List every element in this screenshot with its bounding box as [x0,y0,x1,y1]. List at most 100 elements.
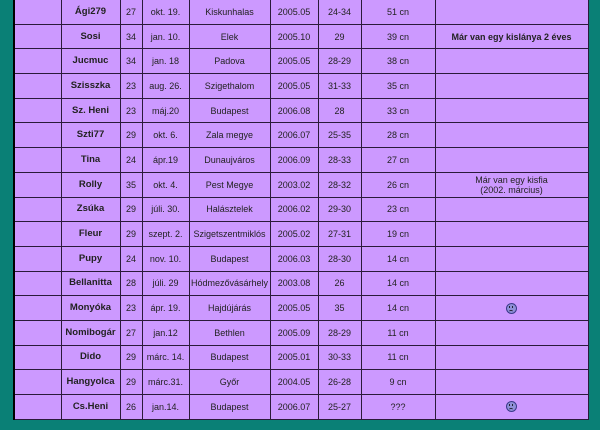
blank-cell [13,122,62,149]
name-cell: Szti77 [60,122,121,149]
count-cell: ??? [360,394,436,420]
cycle-cell: 35 [317,295,362,321]
cycle-cell: 28 [317,97,362,124]
count-cell: 11 cn [360,344,436,371]
count-cell: 11 cn [360,319,436,346]
note-cell [434,270,589,297]
birthday-cell: ápr.19 [141,147,190,173]
city-cell: Budapest [188,394,271,420]
city-cell: Kiskunhalas [188,0,271,25]
birthday-cell: jan. 10. [141,23,190,50]
since-cell: 2005.05 [269,295,319,321]
blank-cell [13,394,62,420]
cycle-cell: 26-28 [317,369,362,395]
note-cell: Már van egy kisfia (2002. március) [434,171,589,198]
birthday-cell: szept. 2. [141,221,190,247]
table-row: Szisszka 23 aug. 26. Szigethalom 2005.05 31-3… [13,73,589,99]
blank-cell [13,97,62,124]
since-cell: 2004.05 [269,369,319,395]
note-cell [434,295,589,321]
city-cell: Hajdújárás [188,295,271,321]
age-cell: 29 [119,344,143,371]
table-row: Monyóka 23 ápr. 19. Hajdújárás 2005.05 35 14 c… [13,295,589,321]
name-cell: Bellanitta [60,270,121,297]
since-cell: 2006.02 [269,196,319,223]
since-cell: 2005.09 [269,319,319,346]
since-cell: 2005.10 [269,23,319,50]
name-cell: Fleur [60,221,121,247]
note-cell [434,344,589,371]
blank-cell [13,171,62,198]
table-row: Bellanitta 28 júli. 29 Hódmezővásárhely 2003… [13,270,589,297]
note-cell: Már van egy kislánya 2 éves [434,23,589,50]
blank-cell [13,221,62,247]
table-row: Pupy 24 nov. 10. Budapest 2006.03 28-30 14 cn [13,245,589,272]
name-cell: Dido [60,344,121,371]
count-cell: 38 cn [360,48,436,75]
count-cell: 14 cn [360,295,436,321]
cycle-cell: 28-33 [317,147,362,173]
city-cell: Szigetszentmiklós [188,221,271,247]
name-cell: Cs.Heni [60,394,121,420]
count-cell: 19 cn [360,221,436,247]
city-cell: Padova [188,48,271,75]
note-cell [434,147,589,173]
birthday-cell: márc. 14. [141,344,190,371]
age-cell: 26 [119,394,143,420]
age-cell: 24 [119,147,143,173]
cycle-cell: 28-29 [317,48,362,75]
city-cell: Szigethalom [188,73,271,99]
city-cell: Zala megye [188,122,271,149]
since-cell: 2006.07 [269,394,319,420]
age-cell: 29 [119,369,143,395]
sad-face-icon [506,302,517,314]
table-row: Cs.Heni 26 jan.14. Budapest 2006.07 25-27??? [13,394,589,420]
note-cell [434,48,589,75]
city-cell: Bethlen [188,319,271,346]
cycle-cell: 24-34 [317,0,362,25]
table-row: Jucmuc 34 jan. 18 Padova 2005.05 28-29 38 cn [13,48,589,75]
cycle-cell: 28-29 [317,319,362,346]
birthday-cell: márc.31. [141,369,190,395]
count-cell: 27 cn [360,147,436,173]
note-cell [434,122,589,149]
note-cell [434,245,589,272]
age-cell: 34 [119,23,143,50]
blank-cell [13,147,62,173]
blank-cell [13,196,62,223]
blank-cell [13,245,62,272]
age-cell: 29 [119,196,143,223]
cycle-cell: 29 [317,23,362,50]
city-cell: Budapest [188,97,271,124]
age-cell: 27 [119,0,143,25]
name-cell: Rolly [60,171,121,198]
birthday-cell: nov. 10. [141,245,190,272]
note-cell [434,319,589,346]
name-cell: Ági279 [60,0,121,25]
name-cell: Pupy [60,245,121,272]
age-cell: 24 [119,245,143,272]
table-row: Szti77 29 okt. 6. Zala megye 2006.07 25-35 28 … [13,122,589,149]
note-cell [434,0,589,25]
age-cell: 23 [119,97,143,124]
count-cell: 39 cn [360,23,436,50]
birthday-cell: júli. 30. [141,196,190,223]
city-cell: Hódmezővásárhely [188,270,271,297]
blank-cell [13,344,62,371]
birthday-cell: ápr. 19. [141,295,190,321]
name-cell: Szisszka [60,73,121,99]
blank-cell [13,23,62,50]
since-cell: 2006.03 [269,245,319,272]
table-row: Sosi 34 jan. 10. Elek 2005.10 29 39 cn Már van … [13,23,589,50]
birthday-cell: okt. 6. [141,122,190,149]
blank-cell [13,319,62,346]
cycle-cell: 31-33 [317,73,362,99]
count-cell: 51 cn [360,0,436,25]
city-cell: Halásztelek [188,196,271,223]
note-cell [434,221,589,247]
birthday-cell: okt. 4. [141,171,190,198]
note-cell [434,369,589,395]
since-cell: 2005.05 [269,48,319,75]
since-cell: 2005.01 [269,344,319,371]
sad-face-icon [506,401,517,413]
